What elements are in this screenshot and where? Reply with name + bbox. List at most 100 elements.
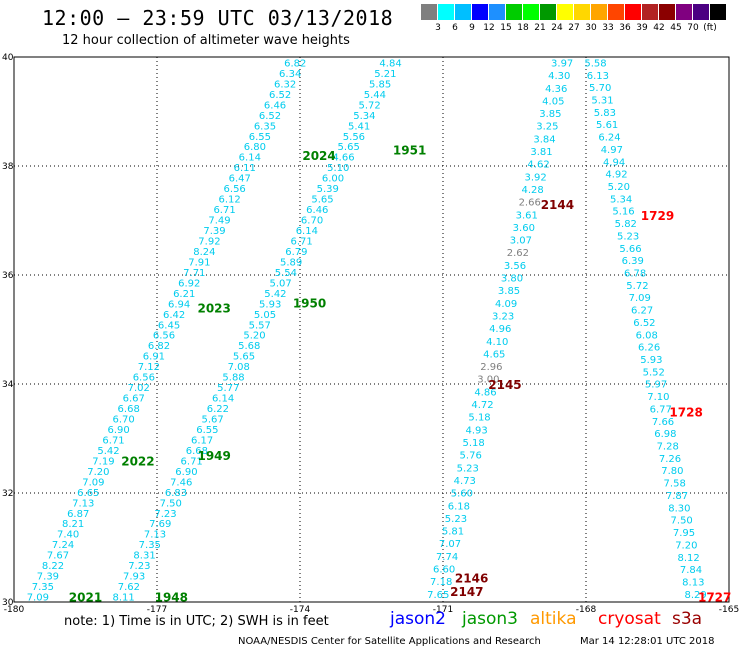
wave-height-value: 4.72 (471, 400, 493, 411)
scale-label: 15 (500, 23, 512, 33)
wave-height-value: 4.30 (548, 71, 570, 82)
wave-height-value: 5.23 (457, 463, 479, 474)
legend-sat-jason3: jason3 (462, 609, 518, 629)
wave-height-value: 7.49 (208, 216, 230, 227)
wave-height-value: 8.29 (685, 590, 707, 601)
wave-height-value: 6.42 (163, 310, 185, 321)
wave-height-value: 5.82 (615, 219, 637, 230)
lon-tick-label: -171 (433, 605, 453, 615)
wave-height-value: 5.05 (254, 310, 276, 321)
wave-height-value: 4.05 (542, 96, 564, 107)
scale-label: 6 (452, 23, 458, 33)
wave-height-value: 5.39 (317, 184, 339, 195)
wave-height-value: 7.08 (228, 362, 250, 373)
pass-time-label: 2144 (541, 198, 574, 212)
wave-height-value: 7.12 (138, 362, 160, 373)
wave-height-value: 4.66 (332, 153, 354, 164)
pass-time-label: 2147 (450, 585, 483, 599)
timestamp-text: Mar 14 12:28:01 UTC 2018 (580, 636, 715, 647)
wave-height-value: 3.25 (536, 122, 558, 133)
wave-height-value: 6.52 (633, 318, 655, 329)
wave-height-value: 5.20 (243, 331, 265, 342)
wave-height-value: 6.26 (638, 343, 660, 354)
wave-height-value: 6.77 (650, 404, 672, 415)
wave-height-value: 5.23 (445, 514, 467, 525)
wave-height-value: 6.80 (244, 142, 266, 153)
wave-height-value: 6.14 (239, 153, 261, 164)
wave-height-value: 7.23 (154, 509, 176, 520)
scale-label: 9 (469, 23, 475, 33)
wave-height-value: 4.65 (483, 349, 505, 360)
scale-label: 42 (653, 23, 665, 33)
lat-tick-label: 32 (2, 489, 13, 499)
wave-height-value: 4.94 (603, 157, 625, 168)
wave-height-value: 6.35 (254, 121, 276, 132)
wave-height-value: 6.94 (168, 299, 190, 310)
wave-height-value: 5.41 (348, 121, 370, 132)
lon-tick-label: -168 (576, 605, 597, 615)
wave-height-value: 3.80 (501, 274, 523, 285)
wave-height-value: 4.97 (601, 145, 623, 156)
wave-height-value: 6.90 (107, 425, 129, 436)
wave-height-value: 6.60 (433, 565, 455, 576)
scale-swatch (642, 4, 658, 20)
wave-height-value: 6.52 (259, 111, 281, 122)
lon-tick-label: -177 (147, 605, 167, 615)
wave-height-value: 6.71 (102, 435, 124, 446)
wave-height-value: 8.22 (42, 561, 64, 572)
wave-height-value: 3.07 (510, 236, 532, 247)
wave-height-value: 7.28 (657, 442, 679, 453)
wave-height-value: 7.62 (118, 582, 140, 593)
wave-height-value: 4.36 (545, 84, 567, 95)
wave-height-value: 7.65 (427, 590, 449, 601)
wave-height-value: 6.78 (624, 269, 646, 280)
credit-text: NOAA/NESDIS Center for Satellite Applica… (238, 636, 541, 647)
wave-height-value: 6.79 (285, 247, 307, 258)
wave-height-value: 7.95 (673, 528, 695, 539)
wave-height-value: 7.92 (198, 236, 220, 247)
wave-height-value: 6.32 (274, 79, 296, 90)
scale-label: 45 (670, 23, 682, 33)
wave-height-value: 7.09 (82, 477, 104, 488)
wave-height-value: 6.67 (123, 394, 145, 405)
wave-height-value: 5.56 (343, 132, 365, 143)
wave-height-value: 3.81 (530, 147, 552, 158)
wave-height-value: 6.56 (153, 331, 175, 342)
wave-height-value: 5.52 (643, 367, 665, 378)
wave-height-value: 5.58 (584, 58, 606, 69)
wave-height-value: 4.93 (465, 425, 487, 436)
wave-height-value: 5.42 (97, 446, 119, 457)
scale-label: 18 (517, 23, 529, 33)
wave-height-value: 2.66 (519, 198, 541, 209)
scale-swatch (421, 4, 437, 20)
wave-height-value: 5.65 (233, 352, 255, 363)
units-note: note: 1) Time is in UTC; 2) SWH is in fe… (64, 614, 329, 629)
wave-height-value: 6.87 (67, 509, 89, 520)
wave-height-value: 6.70 (113, 415, 135, 426)
wave-height-value: 6.00 (322, 174, 344, 185)
scale-label: 33 (602, 23, 614, 33)
scale-label: 3 (435, 23, 441, 33)
wave-height-value: 7.24 (52, 540, 74, 551)
wave-height-value: 4.73 (454, 476, 476, 487)
pass-time-label: 2145 (488, 378, 521, 392)
wave-height-value: 7.71 (183, 268, 205, 279)
wave-height-value: 7.09 (27, 593, 49, 604)
pass-time-label: 2022 (121, 454, 154, 468)
pass-time-label: 1729 (641, 209, 674, 223)
lat-tick-label: 30 (2, 598, 14, 608)
wave-height-value: 3.60 (513, 223, 535, 234)
wave-height-value: 7.20 (675, 540, 697, 551)
wave-height-value: 6.14 (212, 394, 234, 405)
scale-swatch (489, 4, 505, 20)
wave-height-value: 5.18 (468, 413, 490, 424)
wave-height-value: 5.44 (364, 90, 386, 101)
wave-height-value: 7.39 (37, 572, 59, 583)
wave-height-value: 7.18 (430, 577, 452, 588)
wave-height-value: 4.86 (474, 387, 496, 398)
wave-height-value: 6.71 (181, 456, 203, 467)
pass-time-label: 2023 (197, 302, 230, 316)
wave-height-value: 6.11 (234, 163, 256, 174)
scale-swatch (557, 4, 573, 20)
